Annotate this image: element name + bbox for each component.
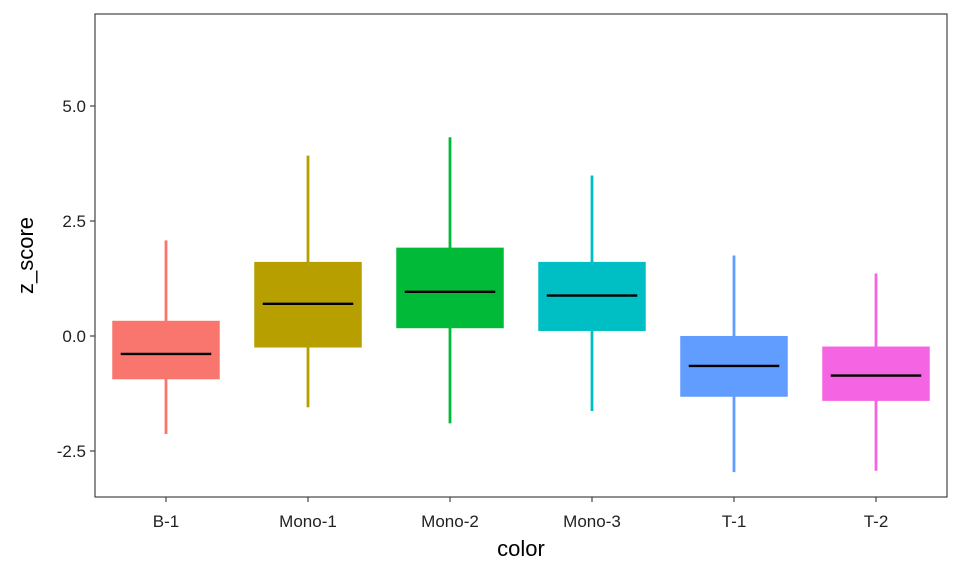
iqr-box <box>822 346 930 401</box>
x-tick-label: T-2 <box>864 512 889 531</box>
iqr-box <box>396 247 504 329</box>
y-tick-label: -2.5 <box>57 442 86 461</box>
box-t-2 <box>822 273 930 471</box>
x-tick-label: Mono-1 <box>279 512 337 531</box>
y-tick-label: 2.5 <box>62 212 86 231</box>
x-tick-label: Mono-3 <box>563 512 621 531</box>
box-mono-3 <box>538 175 646 411</box>
y-axis: -2.5 0.0 2.5 5.0 <box>57 97 95 461</box>
x-axis: B-1 Mono-1 Mono-2 Mono-3 T-1 T-2 <box>153 497 889 531</box>
x-tick-label: T-1 <box>722 512 747 531</box>
x-tick-label: Mono-2 <box>421 512 479 531</box>
box-b-1 <box>112 240 220 434</box>
x-axis-title: color <box>497 536 545 561</box>
panel-border <box>94 13 948 498</box>
boxes-layer <box>112 137 930 473</box>
x-tick-label: B-1 <box>153 512 179 531</box>
y-axis-title: z_score <box>13 217 38 294</box>
y-tick-label: 5.0 <box>62 97 86 116</box>
box-t-1 <box>680 255 788 473</box>
iqr-box <box>112 320 220 380</box>
y-tick-label: 0.0 <box>62 327 86 346</box>
box-mono-1 <box>254 155 362 408</box>
box-mono-2 <box>396 137 504 424</box>
